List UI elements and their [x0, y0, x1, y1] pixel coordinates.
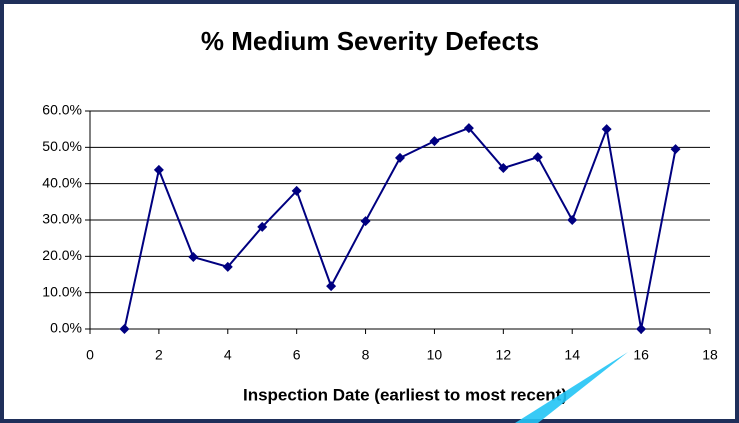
data-point: [498, 163, 509, 174]
y-tick-label: 30.0%: [42, 211, 82, 227]
data-point: [636, 324, 647, 334]
data-point: [360, 216, 371, 227]
data-point: [601, 124, 612, 135]
data-point: [153, 164, 164, 175]
data-point: [567, 215, 578, 225]
data-point: [119, 324, 130, 334]
x-tick-label: 8: [362, 347, 370, 363]
data-point: [395, 152, 405, 163]
x-tick-label: 12: [496, 347, 512, 363]
chart-background: [4, 4, 735, 419]
x-tick-label: 10: [427, 347, 443, 363]
data-point: [532, 152, 543, 163]
data-point: [463, 123, 474, 134]
cursor-artifact: [515, 352, 628, 423]
data-point: [291, 185, 302, 196]
data-point: [222, 261, 233, 272]
x-tick-label: 2: [155, 347, 163, 363]
x-axis-label: Inspection Date (earliest to most recent…: [243, 385, 567, 404]
x-tick-label: 4: [224, 347, 232, 363]
chart-title: % Medium Severity Defects: [201, 26, 539, 56]
data-point: [326, 281, 337, 292]
x-tick-label: 18: [702, 347, 718, 363]
y-tick-label: 10.0%: [42, 283, 82, 299]
y-tick-label: 0.0%: [50, 320, 82, 336]
y-tick-label: 20.0%: [42, 247, 82, 263]
y-tick-label: 50.0%: [42, 138, 82, 154]
x-tick-label: 16: [633, 347, 649, 363]
data-point: [429, 136, 440, 147]
x-tick-label: 0: [86, 347, 94, 363]
y-tick-label: 40.0%: [42, 174, 82, 190]
data-point: [257, 221, 268, 232]
x-tick-label: 6: [293, 347, 301, 363]
plot-area: 0.0% 10.0% 20.0% 30.0% 40.0% 50.0% 60.0% 0 2 4 6 8 1…: [42, 102, 718, 363]
y-tick-label: 60.0%: [42, 102, 82, 118]
data-point: [670, 144, 681, 155]
x-tick-label: 14: [564, 347, 580, 363]
data-point: [188, 252, 199, 263]
